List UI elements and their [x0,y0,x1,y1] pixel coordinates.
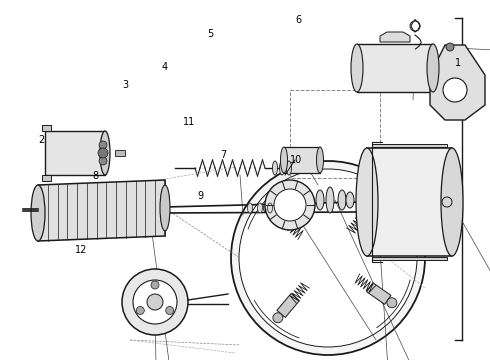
Circle shape [373,193,383,203]
Ellipse shape [277,203,283,213]
Text: 9: 9 [198,191,204,201]
Bar [357,44,433,92]
Circle shape [166,306,174,315]
Ellipse shape [280,147,288,173]
Circle shape [151,281,159,289]
Ellipse shape [258,203,263,213]
Ellipse shape [427,44,439,92]
Polygon shape [269,207,293,229]
Circle shape [231,161,425,355]
Circle shape [99,157,107,165]
Text: 5: 5 [208,29,214,39]
Ellipse shape [351,44,363,92]
Circle shape [274,189,306,221]
Circle shape [122,269,188,335]
Bar [367,148,452,256]
Circle shape [98,148,108,158]
Polygon shape [367,283,391,304]
Bar [45,131,105,175]
Text: 7: 7 [220,150,226,160]
Circle shape [147,294,163,310]
Ellipse shape [279,161,285,175]
Polygon shape [115,150,125,156]
Circle shape [265,180,315,230]
Polygon shape [430,45,485,120]
Ellipse shape [326,187,334,213]
Polygon shape [277,293,299,318]
Ellipse shape [160,185,170,231]
Ellipse shape [31,185,45,241]
Circle shape [133,280,177,324]
Ellipse shape [441,148,463,256]
Ellipse shape [287,161,292,175]
Polygon shape [380,32,410,42]
Text: 2: 2 [39,135,45,145]
Ellipse shape [356,148,378,256]
Ellipse shape [346,192,354,208]
Polygon shape [372,144,447,147]
Circle shape [273,313,283,323]
Text: 10: 10 [290,155,303,165]
Ellipse shape [272,161,277,175]
Circle shape [239,169,417,347]
Circle shape [99,141,107,149]
Polygon shape [38,180,165,241]
Text: 12: 12 [74,245,87,255]
Polygon shape [372,257,447,260]
Circle shape [446,43,454,51]
Text: 11: 11 [183,117,195,127]
Circle shape [443,78,467,102]
Ellipse shape [268,203,272,213]
Ellipse shape [316,190,324,210]
Polygon shape [42,175,51,181]
Circle shape [387,298,397,308]
Polygon shape [357,199,379,222]
Ellipse shape [247,203,252,213]
Bar [284,147,320,173]
Ellipse shape [338,190,346,210]
Text: 1: 1 [455,58,461,68]
Text: 3: 3 [122,80,128,90]
Ellipse shape [317,147,323,173]
Text: 8: 8 [93,171,98,181]
Polygon shape [42,125,51,131]
Ellipse shape [100,131,110,175]
Text: 6: 6 [296,15,302,25]
Text: 4: 4 [161,62,167,72]
Circle shape [263,203,273,213]
Circle shape [136,306,144,315]
